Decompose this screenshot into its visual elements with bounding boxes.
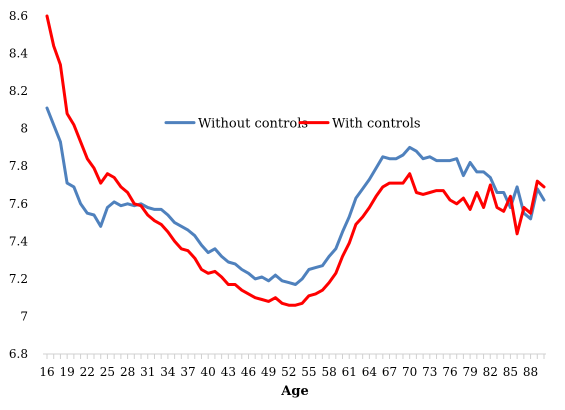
- x-tick-label: 82: [483, 365, 498, 379]
- x-tick-label: 88: [523, 365, 538, 379]
- x-tick-label: 25: [100, 365, 115, 379]
- y-tick-label: 6.8: [9, 347, 28, 361]
- legend-label-without-controls: Without controls: [198, 117, 308, 132]
- x-tick-label: 28: [120, 365, 135, 379]
- x-tick-label: 70: [402, 365, 417, 379]
- x-tick-label: 34: [160, 365, 176, 379]
- series-line-with-controls: [45, 14, 546, 307]
- x-tick-label: 52: [281, 365, 296, 379]
- x-tick-label: 58: [321, 365, 336, 379]
- x-tick-label: 61: [342, 365, 357, 379]
- x-tick-label: 43: [221, 365, 236, 379]
- x-tick-label: 85: [503, 365, 518, 379]
- x-tick-label: 67: [382, 365, 397, 379]
- legend: Without controls With controls: [164, 117, 421, 132]
- x-axis-ticks: 16 19 22 25 28 31 34 37 40 43 46 49 52 55 58 61 64 67 70 73…: [39, 365, 538, 379]
- x-tick-label: 55: [301, 365, 316, 379]
- x-tick-label: 76: [442, 365, 457, 379]
- y-tick-label: 7.2: [9, 272, 28, 286]
- x-axis-minor-ticks: [46, 354, 545, 359]
- y-tick-label: 7: [20, 309, 28, 323]
- x-tick-label: 16: [39, 365, 54, 379]
- x-tick-label: 40: [201, 365, 216, 379]
- y-tick-label: 8.4: [9, 47, 28, 61]
- x-axis-title: Age: [280, 384, 308, 399]
- x-tick-label: 46: [241, 365, 256, 379]
- x-tick-label: 73: [422, 365, 437, 379]
- x-tick-label: 37: [180, 365, 195, 379]
- x-tick-label: 49: [261, 365, 276, 379]
- y-tick-label: 7.6: [9, 197, 28, 211]
- series-lines: [45, 14, 546, 307]
- x-tick-label: 31: [140, 365, 155, 379]
- x-tick-label: 19: [60, 365, 75, 379]
- y-tick-label: 8: [20, 122, 28, 136]
- x-tick-label: 79: [462, 365, 477, 379]
- y-axis-ticks: 6.8 7 7.2 7.4 7.6 7.8 8 8.2 8.4 8.6: [9, 9, 28, 361]
- x-tick-label: 64: [362, 365, 378, 379]
- y-tick-label: 8.2: [9, 84, 28, 98]
- legend-label-with-controls: With controls: [332, 117, 421, 132]
- y-tick-label: 8.6: [9, 9, 28, 23]
- y-tick-label: 7.4: [9, 234, 28, 248]
- x-tick-label: 22: [80, 365, 95, 379]
- y-tick-label: 7.8: [9, 159, 28, 173]
- series-line-without-controls: [45, 106, 546, 286]
